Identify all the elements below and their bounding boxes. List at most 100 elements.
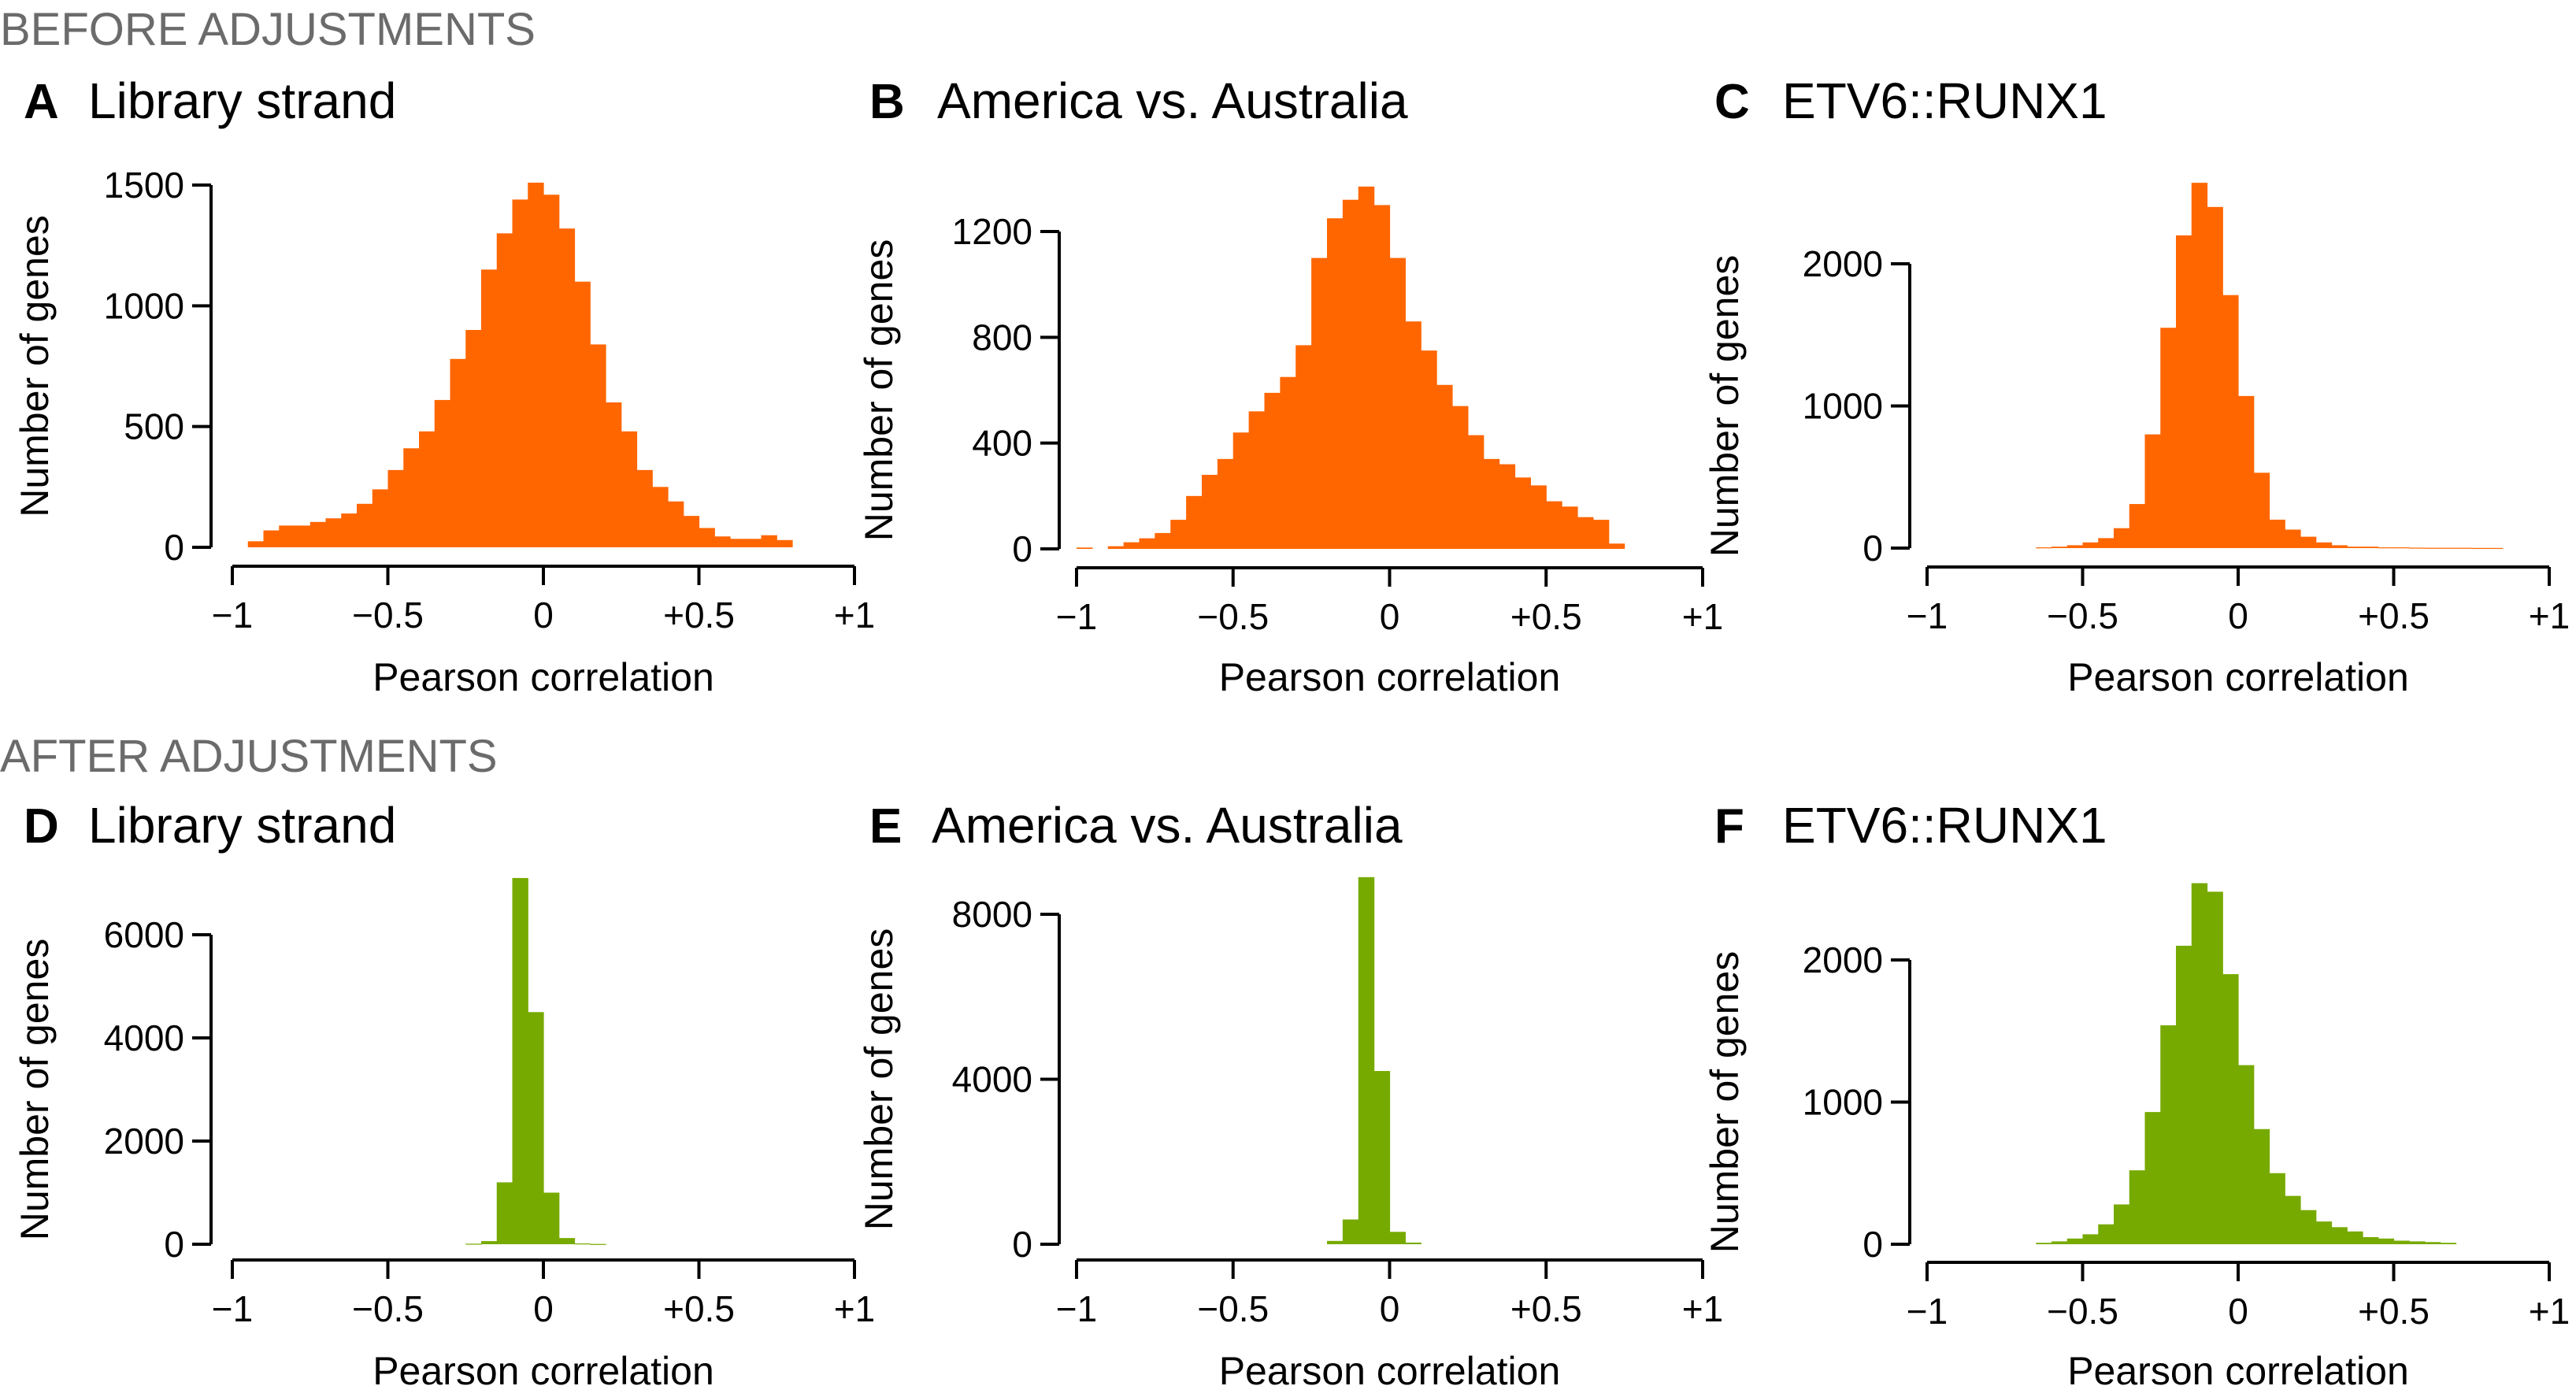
x-tick-label: 0: [2228, 595, 2248, 636]
bar: [481, 1241, 498, 1244]
x-tick-label: +1: [2529, 595, 2570, 636]
bar: [2363, 547, 2379, 548]
x-tick-label: 0: [533, 1288, 554, 1329]
bar: [2253, 1128, 2270, 1244]
bar: [2253, 472, 2270, 548]
x-tick-label: +0.5: [663, 595, 735, 636]
y-axis-label: Number of genes: [13, 939, 57, 1241]
bar: [512, 877, 528, 1244]
x-tick-label: −1: [1056, 1288, 1097, 1329]
bar: [730, 539, 747, 547]
bar: [1358, 876, 1375, 1244]
bar: [2425, 1242, 2441, 1244]
bar: [761, 535, 777, 547]
bar: [1155, 532, 1171, 549]
bar: [2487, 547, 2504, 550]
x-tick-label: −1: [1907, 1291, 1948, 1332]
bar: [699, 528, 715, 547]
panel-title: America vs. Australia: [937, 72, 1408, 129]
bar: [668, 501, 684, 547]
bar: [1562, 506, 1578, 549]
y-axis-label: Number of genes: [1703, 255, 1747, 558]
bar: [1373, 1071, 1391, 1244]
y-axis: 0 500 1000 1500 Number of genes: [13, 165, 213, 568]
bar: [2176, 235, 2192, 548]
bar: [2363, 1236, 2379, 1244]
bar: [1405, 1242, 1421, 1244]
x-axis-label: Pearson correlation: [2067, 655, 2409, 699]
bar: [1077, 547, 1093, 549]
panel-label: A: [24, 75, 59, 129]
y-tick-label: 8000: [952, 894, 1032, 935]
y-axis-label: Number of genes: [857, 928, 901, 1231]
x-tick-label: +1: [2529, 1291, 2570, 1332]
x-tick-label: +0.5: [1510, 1288, 1582, 1329]
bar: [1452, 406, 1469, 549]
bar: [263, 530, 280, 547]
bar: [2129, 504, 2146, 548]
y-tick-label: 0: [1012, 528, 1032, 569]
bar: [2378, 547, 2395, 549]
bar-series: [1077, 186, 1625, 550]
bar: [325, 518, 342, 547]
x-tick-label: +1: [1682, 596, 1723, 637]
bar: [2114, 528, 2130, 548]
x-tick-label: −0.5: [2047, 1291, 2118, 1332]
x-tick-label: 0: [1380, 596, 1400, 637]
y-axis-label: Number of genes: [857, 239, 901, 542]
bar: [1107, 546, 1125, 549]
bar: [1186, 495, 1203, 549]
bar: [528, 1012, 544, 1244]
bar: [2191, 883, 2208, 1244]
y-tick-label: 800: [972, 317, 1032, 358]
x-tick-label: −1: [212, 1288, 253, 1329]
x-tick-label: +0.5: [2358, 595, 2430, 636]
y-tick-label: 0: [1012, 1224, 1032, 1265]
y-tick-label: 0: [164, 1224, 184, 1265]
x-tick-label: +0.5: [2358, 1291, 2430, 1332]
bar: [2409, 547, 2426, 549]
bar: [1389, 1232, 1406, 1244]
bar: [1327, 1240, 1344, 1244]
bar: [1170, 520, 1187, 549]
bar: [357, 503, 373, 547]
bar: [1373, 205, 1391, 549]
bar: [2393, 1240, 2410, 1244]
bar: [2144, 434, 2161, 548]
bar: [512, 199, 528, 547]
x-axis: −1 −0.5 0 +0.5 +1 Pearson correlation: [1056, 1258, 1723, 1393]
bar: [2036, 547, 2052, 549]
y-tick-label: 400: [972, 423, 1032, 464]
bar: [2269, 519, 2285, 548]
x-tick-label: +1: [834, 595, 875, 636]
bar: [2347, 1231, 2363, 1244]
x-tick-label: +1: [834, 1288, 875, 1329]
panel-title: ETV6::RUNX1: [1782, 797, 2107, 854]
panel-title: Library strand: [88, 797, 396, 854]
bar: [2238, 1065, 2255, 1244]
bar: [1280, 376, 1296, 549]
bar: [2409, 1241, 2426, 1244]
bar: [1295, 345, 1312, 549]
bar: [2098, 538, 2115, 548]
bar: [1327, 218, 1344, 549]
x-axis-label: Pearson correlation: [373, 655, 714, 699]
bar: [309, 521, 327, 547]
bar: [2300, 1210, 2317, 1244]
bar: [2066, 1238, 2084, 1244]
bar: [2393, 547, 2410, 549]
bar: [387, 469, 404, 547]
bar: [2425, 547, 2441, 549]
bar-series: [2036, 183, 2504, 550]
panel-b: B America vs. Australia −1 −0.5 0 +0.5 +1 Pears…: [857, 72, 1723, 699]
bar: [2440, 547, 2457, 549]
bar: [2082, 1234, 2099, 1244]
bar: [558, 228, 576, 547]
bar: [2315, 542, 2333, 548]
bar: [1499, 464, 1516, 549]
bar: [2285, 1195, 2301, 1244]
bar: [714, 536, 731, 547]
bar: [574, 1243, 591, 1245]
